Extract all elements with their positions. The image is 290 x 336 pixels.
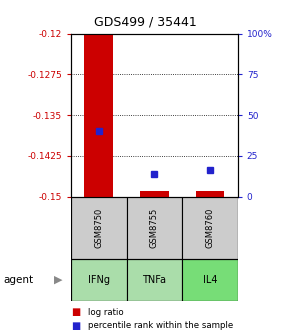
Text: GSM8750: GSM8750 [94, 208, 103, 248]
Bar [71, 259, 127, 301]
Text: agent: agent [3, 275, 33, 285]
Text: GSM8760: GSM8760 [206, 207, 215, 248]
Text: IL4: IL4 [203, 275, 217, 285]
Bar [182, 259, 238, 301]
Bar [127, 197, 182, 259]
Text: percentile rank within the sample: percentile rank within the sample [88, 322, 234, 330]
Text: ▶: ▶ [54, 275, 62, 285]
Text: GSM8755: GSM8755 [150, 208, 159, 248]
Text: ■: ■ [71, 321, 80, 331]
Bar [182, 197, 238, 259]
Bar [195, 191, 224, 197]
Bar [84, 34, 113, 197]
Bar [140, 191, 169, 197]
Text: TNFa: TNFa [142, 275, 166, 285]
Bar [71, 197, 127, 259]
Text: GDS499 / 35441: GDS499 / 35441 [94, 15, 196, 28]
Text: log ratio: log ratio [88, 308, 124, 317]
Text: ■: ■ [71, 307, 80, 318]
Text: IFNg: IFNg [88, 275, 110, 285]
Bar [127, 259, 182, 301]
